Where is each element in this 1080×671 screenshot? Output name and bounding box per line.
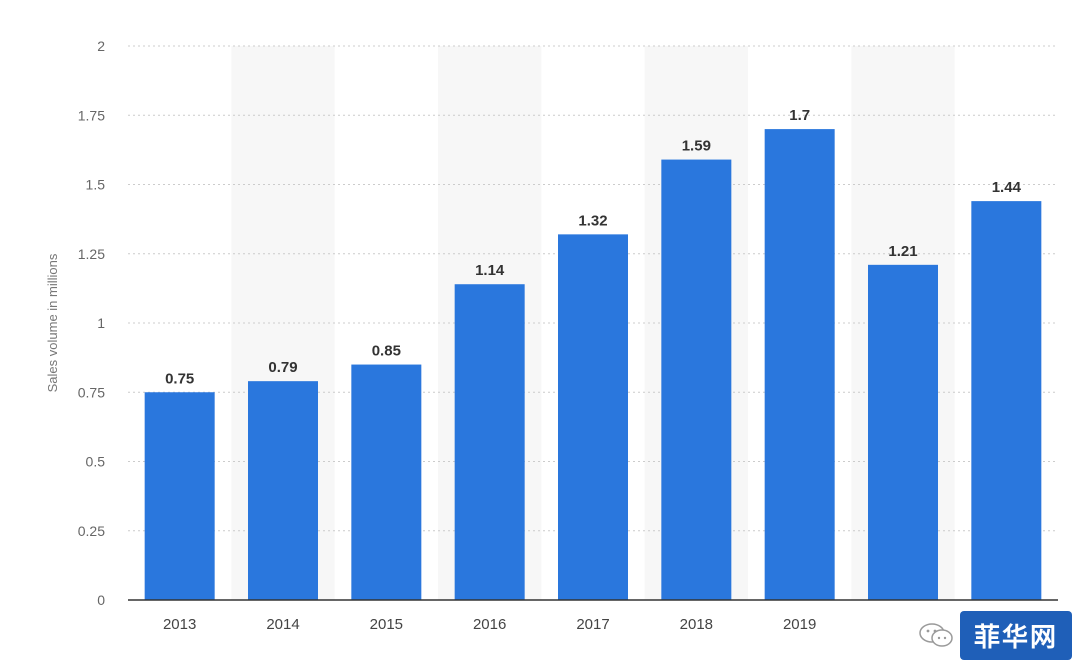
x-tick-label: 2014 xyxy=(266,616,299,633)
bar xyxy=(248,381,318,600)
x-tick-label: 2017 xyxy=(576,616,609,633)
data-label: 1.59 xyxy=(682,138,711,155)
y-tick-label: 0.5 xyxy=(86,454,106,470)
data-labels: 0.75 0.79 0.85 1.14 1.32 1.59 1.7 1.21 1.44 xyxy=(165,107,1022,387)
x-axis-ticks: 2013 2014 2015 2016 2017 2018 2019 xyxy=(163,616,816,633)
y-axis-ticks: 0 0.25 0.5 0.75 1 1.25 1.5 1.75 2 xyxy=(78,38,105,608)
x-tick-label: 2019 xyxy=(783,616,816,633)
y-tick-label: 1.25 xyxy=(78,246,105,262)
x-tick-label: 2013 xyxy=(163,616,196,633)
bar xyxy=(868,264,938,600)
watermark-text: 菲华网 xyxy=(959,610,1072,660)
data-label: 1.7 xyxy=(789,107,810,124)
bar xyxy=(764,129,835,600)
bar xyxy=(351,364,422,600)
bar xyxy=(454,284,525,600)
y-tick-label: 0.75 xyxy=(78,384,105,400)
data-label: 1.14 xyxy=(475,262,505,279)
wechat-bubble-icon xyxy=(919,623,953,647)
y-tick-label: 1.75 xyxy=(78,107,105,123)
bar xyxy=(971,201,1042,600)
data-label: 0.85 xyxy=(372,343,401,360)
y-tick-label: 1.5 xyxy=(86,177,106,193)
y-axis-title: Sales volume in millions xyxy=(45,253,60,392)
y-tick-label: 1 xyxy=(97,315,105,331)
data-label: 1.21 xyxy=(888,243,917,260)
x-tick-label: 2016 xyxy=(473,616,506,633)
data-label: 1.32 xyxy=(578,212,607,229)
y-tick-label: 0 xyxy=(97,592,105,608)
watermark: 菲华网 xyxy=(918,609,1072,661)
y-tick-label: 0.25 xyxy=(78,523,105,539)
data-label: 1.44 xyxy=(992,179,1022,196)
bar xyxy=(144,392,215,600)
y-tick-label: 2 xyxy=(97,38,105,54)
bar xyxy=(661,159,732,600)
bars xyxy=(144,129,1042,601)
data-label: 0.75 xyxy=(165,370,194,387)
data-label: 0.79 xyxy=(268,359,297,376)
x-tick-label: 2015 xyxy=(370,616,403,633)
x-tick-label: 2018 xyxy=(680,616,713,633)
bar xyxy=(558,234,628,601)
